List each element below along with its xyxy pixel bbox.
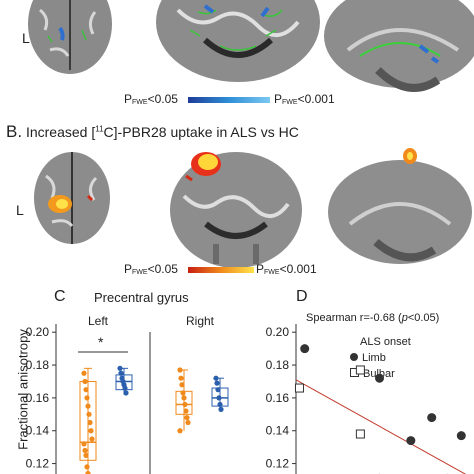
panel-d-stat: Spearman r=-0.68 (p<0.05) (306, 312, 440, 324)
data-point (177, 428, 183, 434)
panel-a-scale-high: PFWE<0.001 (274, 92, 335, 106)
panel-b-scale-low: PFWE<0.05 (124, 262, 178, 276)
bulbar-point (355, 365, 365, 375)
coronal-brain-b (170, 152, 302, 268)
data-point (118, 370, 124, 376)
limb-point (300, 344, 310, 354)
data-point (177, 367, 183, 373)
panel-b-letter: B. (6, 122, 23, 141)
bulbar-point (294, 383, 304, 393)
box (79, 380, 97, 461)
panel-c-left-label: Left (88, 314, 109, 328)
panel-b-colorbar (188, 267, 254, 273)
data-point (87, 419, 93, 426)
data-point (89, 436, 95, 442)
data-point (81, 370, 87, 376)
fit-line (295, 379, 467, 474)
bulbar-point (355, 429, 365, 439)
y-tick-label: 0.16 (266, 391, 290, 405)
panel-a-scale-low: PFWE<0.05 (124, 92, 178, 106)
data-point (178, 375, 184, 381)
y-tick-label: 0.14 (26, 424, 50, 438)
y-tick-label: 0.18 (26, 358, 50, 372)
panel-c-title: Precentral gyrus (94, 290, 189, 305)
limb-point (406, 436, 416, 446)
data-point (218, 406, 224, 412)
data-point (181, 395, 187, 401)
panel-b-title: B. Increased [11C]-PBR28 uptake in ALS v… (6, 122, 299, 141)
limb-marker-icon (350, 353, 358, 361)
panel-d-plot: 0.20 0.18 0.16 0.14 0.12 (266, 324, 467, 474)
data-point (82, 378, 88, 385)
data-point (88, 428, 94, 434)
data-point (217, 401, 223, 408)
y-tick-label: 0.12 (266, 457, 290, 471)
data-point (83, 387, 89, 393)
panel-c: C Precentral gyrus Left Right Fractional… (0, 282, 240, 474)
data-point (183, 408, 189, 414)
panel-b-brains (34, 148, 472, 268)
panel-b-l-label: L (16, 202, 24, 218)
coronal-blue-cluster (203, 4, 270, 18)
data-point (182, 401, 188, 408)
panel-c-plot: 0.20 0.18 0.16 0.14 0.12 (26, 324, 229, 474)
data-point (184, 415, 190, 421)
data-point (117, 365, 123, 371)
legend-limb: Limb (350, 352, 386, 364)
data-point (214, 380, 220, 386)
data-point (85, 470, 91, 474)
axial-blue-cluster (58, 26, 65, 41)
data-point (215, 387, 221, 393)
limb-point (456, 431, 466, 441)
panel-a-brains (28, 0, 474, 92)
data-point (122, 385, 128, 391)
limb-point (375, 373, 385, 383)
y-tick-label: 0.12 (26, 457, 50, 471)
panel-c-letter: C (54, 288, 66, 305)
panel-a: L PFWE<0.05 PFWE<0.001 (0, 0, 474, 112)
panel-a-l-label: L (22, 30, 30, 46)
data-point (216, 395, 222, 401)
data-point (83, 452, 89, 458)
data-point (213, 375, 219, 381)
y-tick-label: 0.16 (26, 391, 50, 405)
sagittal-brain-b (328, 160, 472, 264)
y-tick-label: 0.20 (26, 325, 50, 339)
data-point (123, 390, 129, 396)
panel-c-right-label: Right (186, 314, 215, 328)
data-point (180, 390, 186, 396)
data-point (86, 411, 92, 417)
data-point (82, 447, 88, 454)
panel-d-legend-title: ALS onset (360, 336, 411, 348)
y-tick-label: 0.14 (266, 424, 290, 438)
data-point (185, 419, 191, 426)
data-point (81, 441, 87, 447)
limb-point (427, 413, 437, 423)
data-point (84, 464, 90, 470)
data-point (85, 403, 91, 409)
panel-b-scale-high: PFWE<0.001 (256, 262, 317, 276)
panel-b: B. Increased [11C]-PBR28 uptake in ALS v… (0, 112, 474, 282)
data-point (84, 395, 90, 401)
data-point (179, 382, 185, 388)
panel-d: D Spearman r=-0.68 (p<0.05) ALS onset Li… (240, 282, 474, 474)
panel-d-letter: D (296, 288, 308, 305)
y-tick-label: 0.18 (266, 358, 290, 372)
panel-c-significance: * (98, 334, 104, 350)
panel-a-colorbar (188, 97, 270, 103)
y-tick-label: 0.20 (266, 325, 290, 339)
